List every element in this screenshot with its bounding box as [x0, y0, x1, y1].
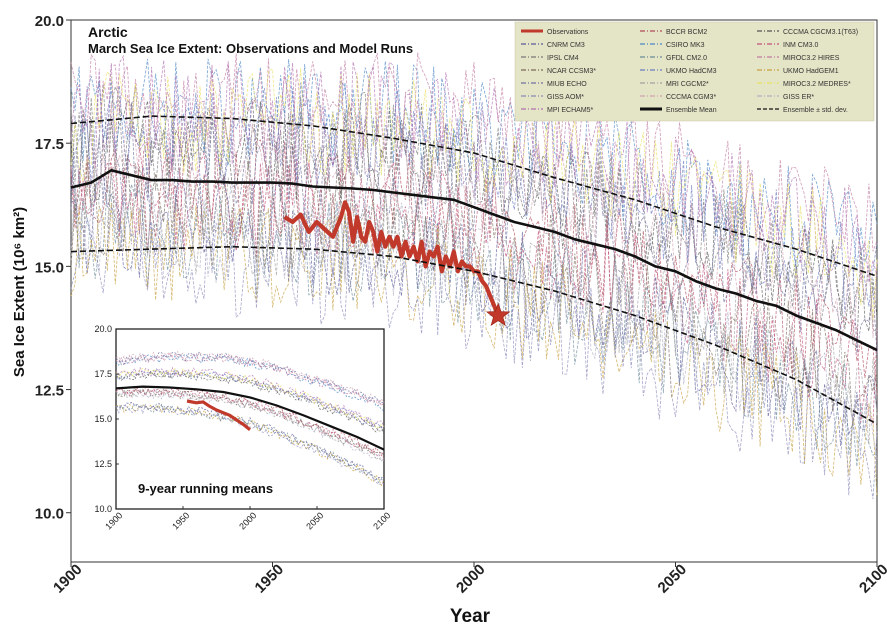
legend-entry-label: MIUB ECHO	[547, 81, 587, 88]
legend-entry-label: INM CM3.0	[783, 42, 819, 49]
legend-items: Observations BCCR BCM2 CCCMA CGCM3.1(T63) C…	[521, 29, 858, 114]
legend-entry-label: CNRM CM3	[547, 42, 585, 49]
model-run-lines	[70, 52, 878, 500]
inset-y-tick-label: 20.0	[94, 324, 112, 334]
legend-entry-label: GISS AOM*	[547, 94, 584, 101]
inset-model-run-line	[115, 353, 385, 412]
model-run-line	[70, 162, 878, 445]
inset-model-run-line	[115, 353, 385, 407]
inset-y-tick-label: 10.0	[94, 504, 112, 514]
model-run-line	[70, 98, 878, 349]
model-run-line	[70, 146, 878, 425]
x-axis-label: Year	[450, 606, 491, 627]
model-run-line	[70, 102, 878, 354]
inset-title: 9-year running means	[138, 481, 273, 496]
y-tick-label: 17.5	[35, 136, 64, 153]
chart-title: Arctic	[88, 24, 128, 40]
legend-entry-label: Observations	[547, 29, 589, 36]
inset-model-run-lines	[115, 350, 385, 487]
legend-entry-label: MIROC3.2 HIRES	[783, 55, 840, 62]
inset-y-tick-label: 12.5	[94, 459, 112, 469]
series-line-ensemble-mean	[70, 169, 878, 352]
legend-entry-label: GFDL CM2.0	[666, 55, 707, 62]
inset-model-run-line	[115, 367, 385, 429]
y-axis-label: Sea Ice Extent (10⁶ km²)	[11, 207, 28, 377]
inset-model-run-line	[115, 366, 385, 427]
legend-entry-label: GISS ER*	[783, 94, 814, 101]
legend-entry-label: Ensemble Mean	[666, 107, 717, 114]
observation-star-marker	[485, 302, 511, 327]
legend-entry-label: NCAR CCSM3*	[547, 68, 596, 75]
series-line-ensemble-std-dev-	[70, 115, 878, 277]
legend-entry-label: MRI CGCM2*	[666, 81, 709, 88]
y-tick-label: 15.0	[35, 259, 64, 276]
model-run-line	[70, 84, 878, 336]
inset-model-run-line	[115, 401, 385, 485]
inset-model-run-line	[115, 368, 385, 429]
inset-model-run-line	[115, 403, 385, 485]
chart-subtitle: March Sea Ice Extent: Observations and M…	[88, 41, 413, 56]
legend: Observations BCCR BCM2 CCCMA CGCM3.1(T63) C…	[514, 21, 875, 122]
legend-entry-label: UKMO HadCM3	[666, 68, 717, 75]
series-line-observations	[283, 200, 501, 317]
legend-entry-label: BCCR BCM2	[666, 29, 707, 36]
main-series-lines	[70, 115, 878, 425]
legend-entry-label: CSIRO MK3	[666, 42, 705, 49]
inset-model-run-line	[115, 403, 385, 487]
model-run-line	[70, 202, 878, 497]
model-run-line	[70, 68, 878, 320]
model-run-line	[70, 54, 878, 283]
legend-entry-label: Ensemble ± std. dev.	[783, 107, 848, 114]
inset-y-tick-label: 17.5	[94, 369, 112, 379]
series-line-ensemble-std-dev-	[70, 245, 878, 425]
inset-series-lines	[115, 385, 385, 451]
legend-entry-label: IPSL CM4	[547, 55, 579, 62]
legend-entry-label: MPI ECHAM5*	[547, 107, 594, 114]
inset-y-tick-label: 15.0	[94, 414, 112, 424]
inset-model-run-line	[115, 370, 385, 436]
inset-model-run-line	[115, 387, 385, 456]
inset-model-run-line	[115, 351, 385, 403]
inset-series-line-observations	[186, 399, 252, 432]
inset-model-run-line	[115, 388, 385, 462]
y-tick-label: 12.5	[35, 383, 64, 400]
inset-model-run-line	[115, 350, 385, 406]
legend-entry-label: CCCMA CGCM3.1(T63)	[783, 29, 858, 36]
inset-model-run-line	[115, 388, 385, 461]
inset-series-line-ensemble-mean	[115, 385, 385, 451]
legend-box	[514, 21, 875, 122]
legend-entry-label: UKMO HadGEM1	[783, 68, 839, 75]
y-tick-label: 20.0	[35, 13, 64, 30]
model-run-line	[70, 94, 878, 345]
y-tick-label: 10.0	[35, 506, 64, 523]
model-run-line	[70, 175, 878, 460]
legend-entry-label: CCCMA CGM3*	[666, 94, 716, 101]
legend-entry-label: MIROC3.2 MEDRES*	[783, 81, 851, 88]
